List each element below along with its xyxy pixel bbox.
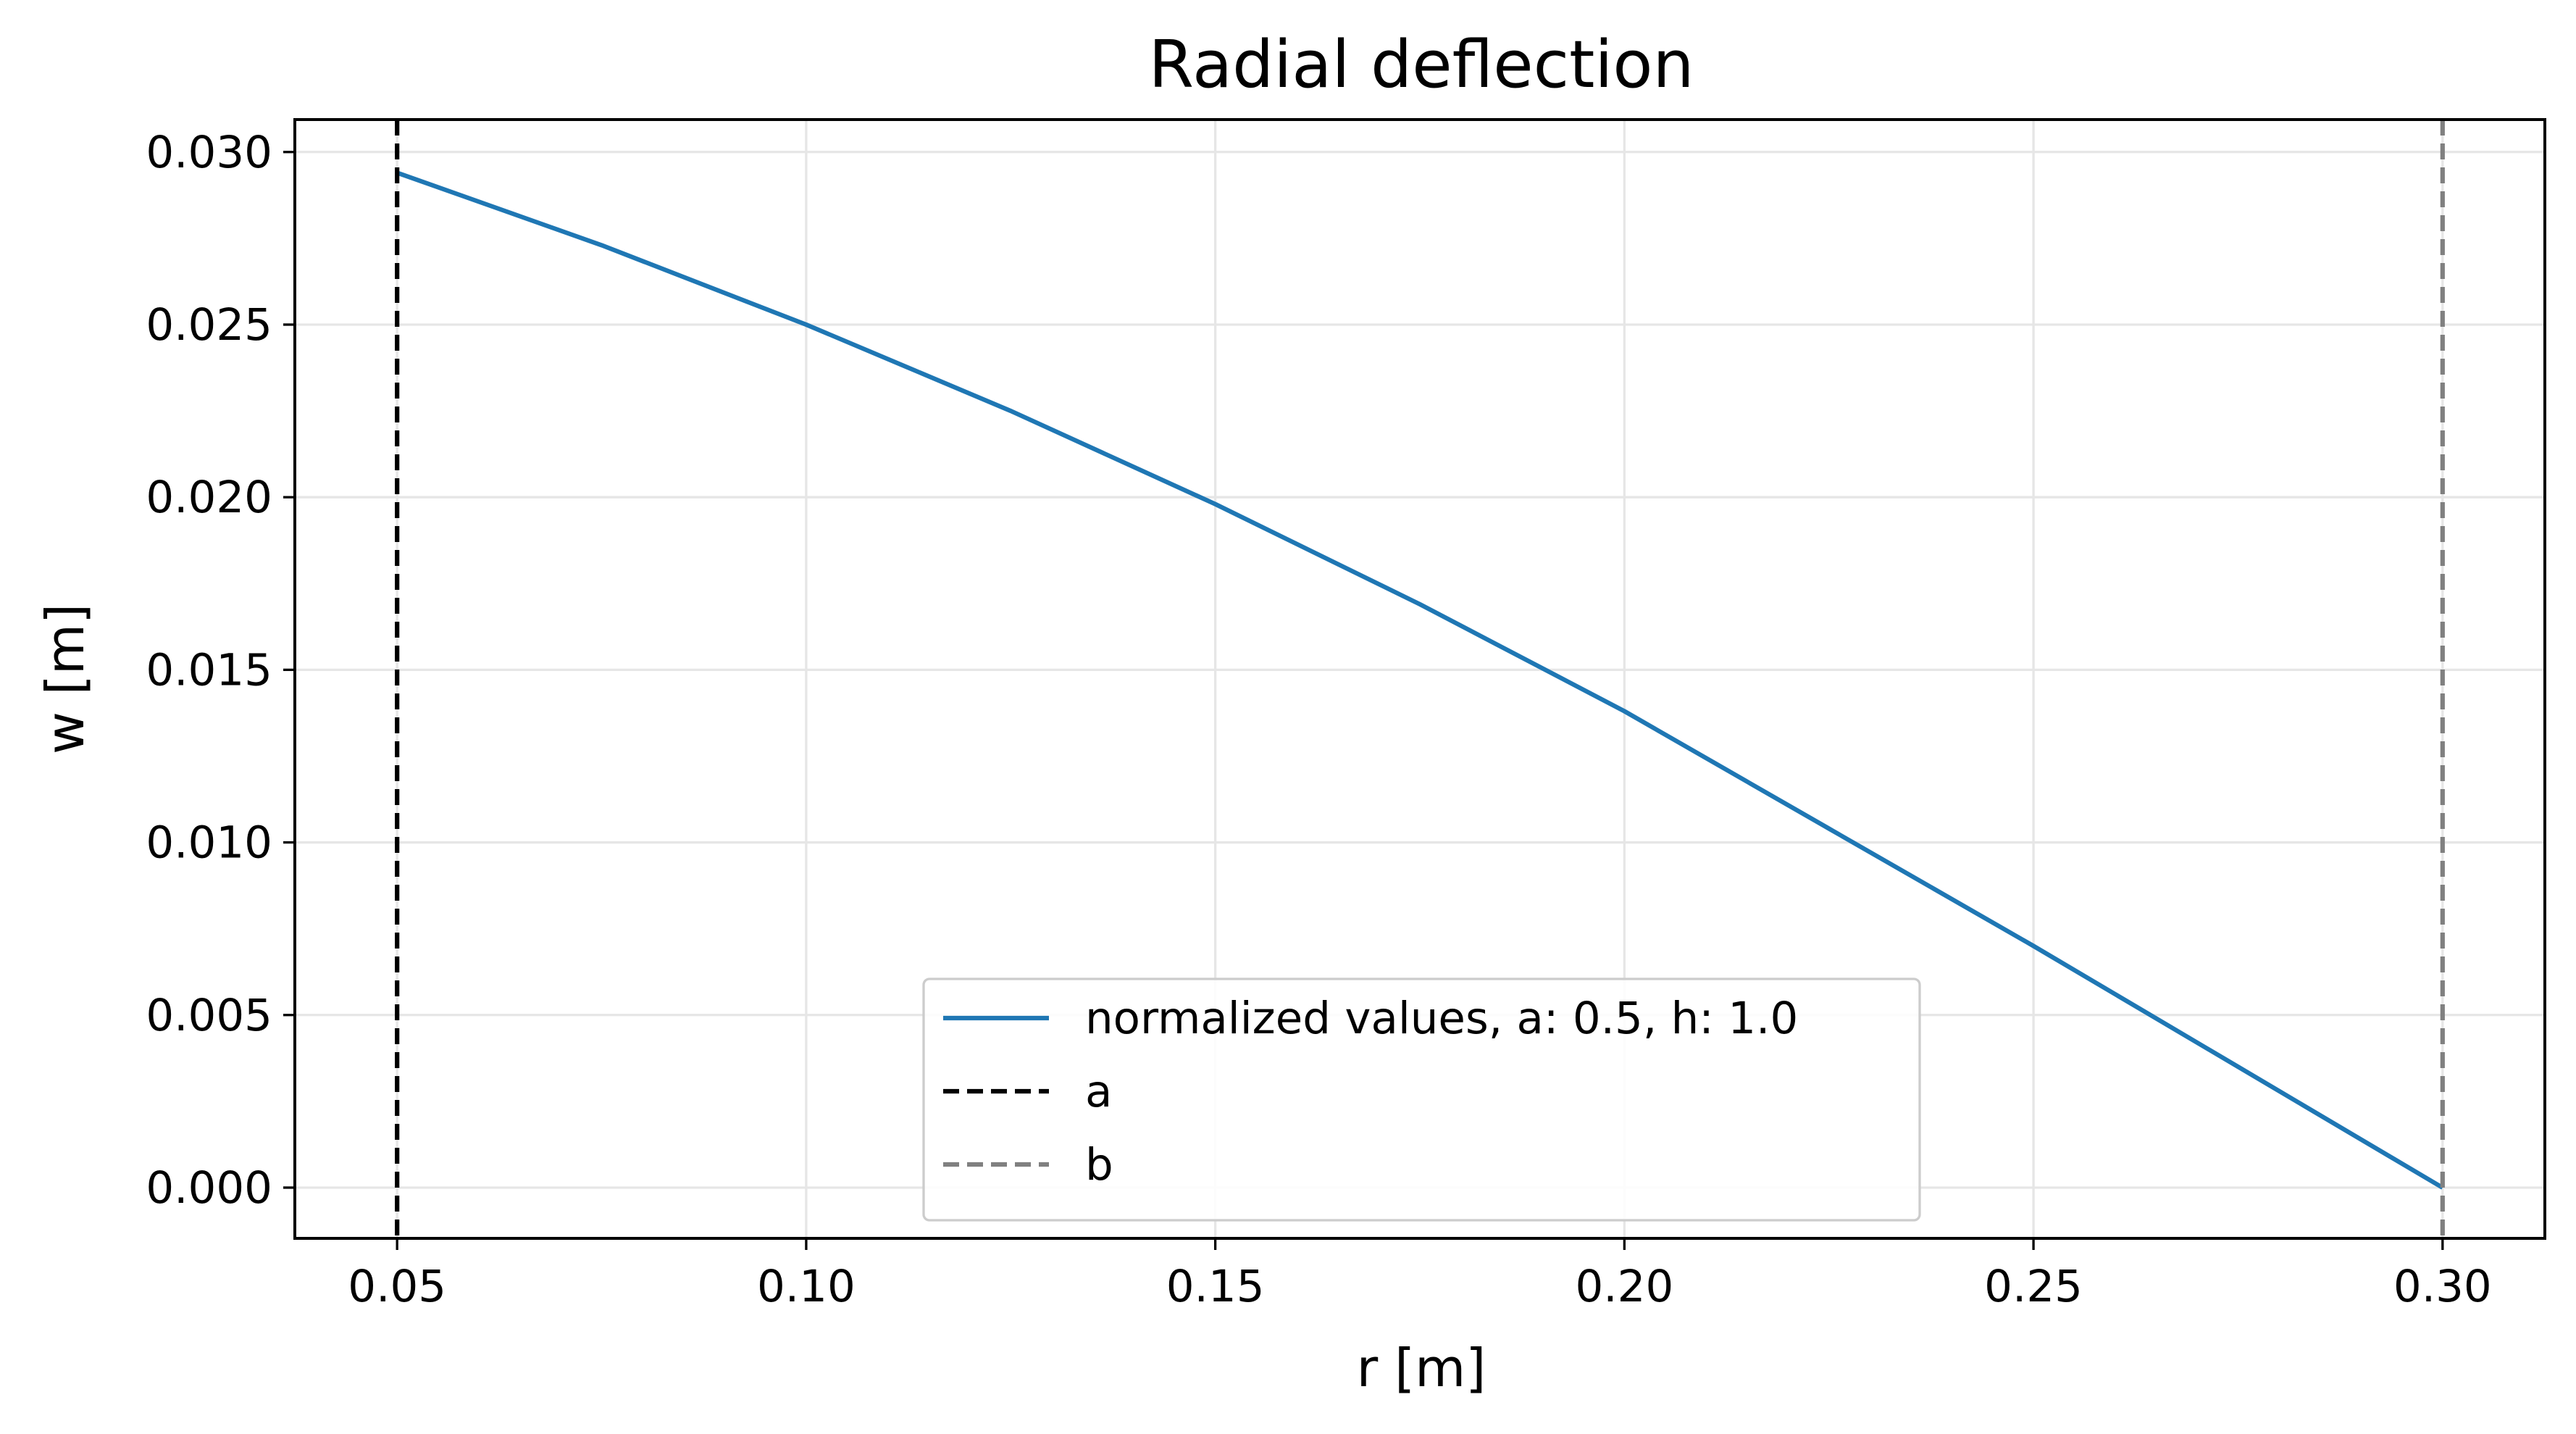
- y-tick-label: 0.010: [146, 817, 272, 869]
- series-line: [396, 170, 2444, 1190]
- x-tick-label: 0.15: [1166, 1261, 1265, 1312]
- series-layer: [396, 170, 2444, 1190]
- y-tick-label: 0.030: [146, 127, 272, 178]
- y-tick-label: 0.025: [146, 299, 272, 351]
- legend-label: a: [1085, 1066, 1112, 1117]
- x-tick-label: 0.10: [757, 1261, 856, 1312]
- x-tick-label: 0.20: [1575, 1261, 1673, 1312]
- legend-box: [922, 977, 1921, 1222]
- y-axis-label: w [m]: [35, 604, 96, 754]
- y-tick-label: 0.015: [146, 644, 272, 696]
- x-tick-label: 0.05: [348, 1261, 446, 1312]
- plot-frame: [293, 118, 2546, 1240]
- x-axis-label: r [m]: [1357, 1338, 1486, 1398]
- chart-title: Radial deflection: [1148, 27, 1694, 103]
- x-tick-label: 0.30: [2393, 1261, 2492, 1312]
- y-tick-label: 0.005: [146, 990, 272, 1041]
- legend-label: normalized values, a: 0.5, h: 1.0: [1085, 993, 1798, 1044]
- y-tick-label: 0.000: [146, 1162, 272, 1214]
- y-axis: 0.000 0.005 0.010 0.015 0.020 0.025 0.030: [146, 127, 295, 1214]
- legend: normalized values, a: 0.5, h: 1.0 ab: [922, 977, 1921, 1222]
- vline-layer: [395, 120, 2445, 1238]
- y-tick-label: 0.020: [146, 472, 272, 523]
- x-tick-label: 0.25: [1984, 1261, 2083, 1312]
- legend-label: b: [1085, 1139, 1113, 1191]
- x-axis: 0.05 0.10 0.15 0.20 0.25 0.30: [348, 1238, 2492, 1312]
